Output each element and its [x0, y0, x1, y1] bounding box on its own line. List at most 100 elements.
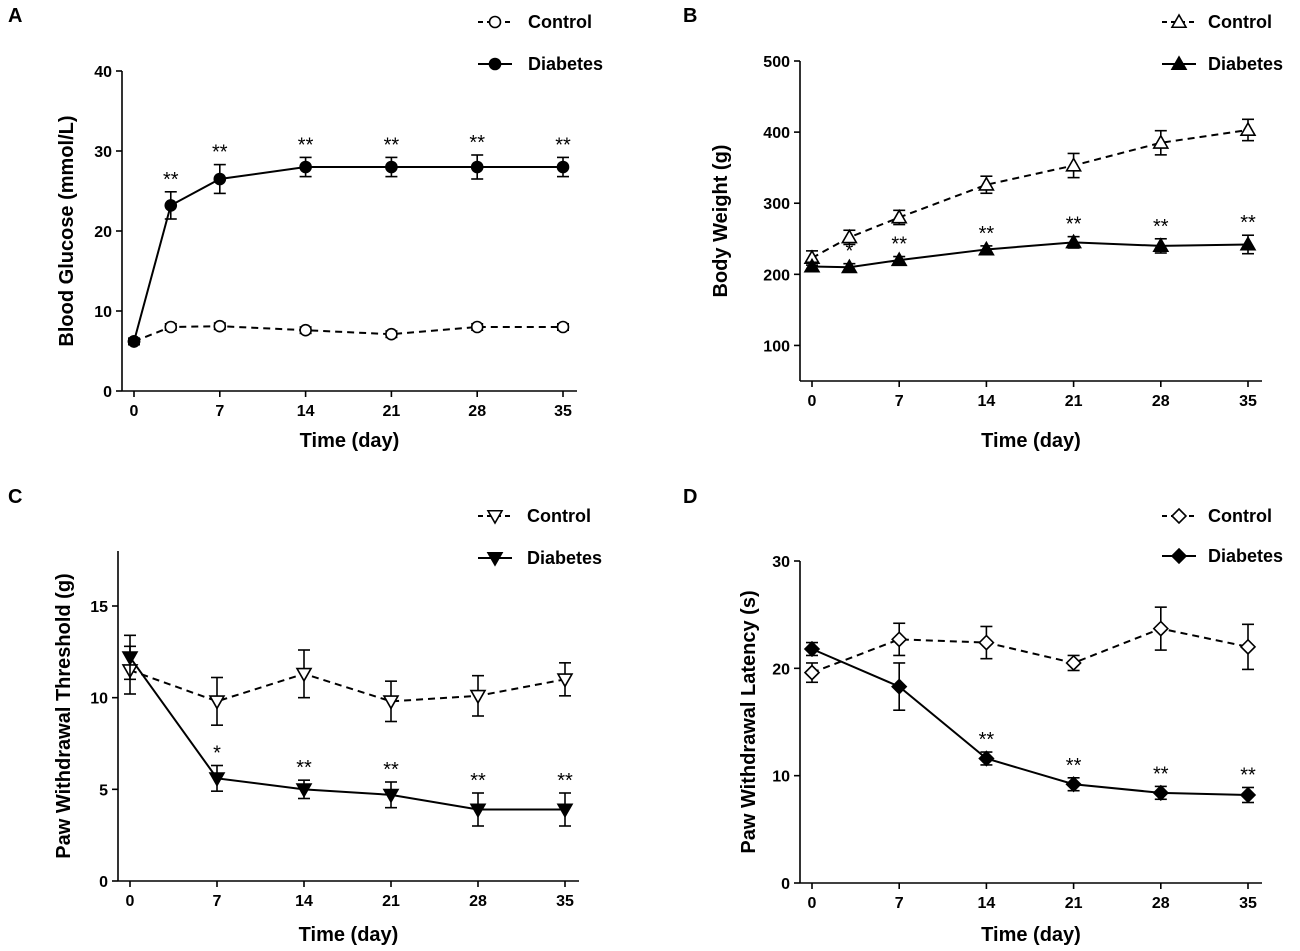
panel-a-significance-mark: ** — [212, 142, 228, 164]
panel-a-diabetes-line — [133, 166, 563, 342]
panel-b-diabetes-point — [978, 240, 995, 256]
panel-b-x-tick-label: 14 — [978, 393, 996, 410]
panel-b-significance-mark: ** — [1153, 216, 1169, 238]
panel-b-y-tick-label: 300 — [763, 196, 790, 213]
panel-d-x-axis-label: Time (day) — [981, 924, 1081, 946]
panel-a-significance-mark: ** — [469, 132, 485, 154]
panel-b-diabetes-point — [1065, 233, 1082, 249]
panel-b-control-point — [1152, 134, 1170, 149]
panel-c-significance-mark: ** — [470, 770, 486, 792]
panel-c-control-point — [295, 667, 313, 683]
panel-c-x-tick-label: 7 — [213, 893, 222, 910]
panel-b-diabetes-point — [840, 258, 858, 274]
panel-c-diabetes-point — [295, 783, 313, 798]
panel-d-x-tick-label: 0 — [808, 895, 817, 912]
panel-a-legend-control-label: Control — [528, 12, 592, 32]
panel-a-diabetes-point — [213, 172, 227, 186]
panel-d-x-tick-label: 28 — [1152, 895, 1170, 912]
panel-c-diabetes-point — [121, 651, 139, 666]
panel-b-diabetes-point — [890, 251, 908, 267]
panel-d-y-tick-label: 10 — [772, 769, 790, 786]
panel-d-y-axis-label: Paw Withdrawal Latency (s) — [738, 590, 760, 853]
panel-a-x-tick-label: 21 — [383, 403, 401, 420]
panel-c-control-point — [556, 673, 574, 688]
panel-d-x-tick-label: 7 — [895, 895, 904, 912]
panel-b-letter: B — [683, 5, 697, 27]
panel-c-significance-mark: ** — [383, 759, 399, 781]
panel-b-control-point — [840, 228, 858, 244]
panel-c-significance-mark: * — [213, 743, 221, 765]
panel-c-x-tick-label: 28 — [469, 893, 487, 910]
panel-d-control-point — [1065, 654, 1082, 672]
panel-c-letter: C — [8, 486, 22, 508]
panel-a-y-tick-label: 10 — [94, 304, 112, 321]
panel-a-control-point — [164, 320, 178, 334]
panel-b-diabetes-point — [803, 257, 821, 273]
panel-d-diabetes-line — [811, 648, 1249, 796]
panel-c-significance-mark: ** — [296, 757, 312, 779]
panel-b-control-point — [1065, 156, 1082, 172]
panel-d-control-point — [1239, 638, 1257, 655]
panel-a-x-tick-label: 28 — [468, 403, 486, 420]
panel-d-y-tick-label: 20 — [772, 661, 790, 678]
panel-d-diabetes-point — [1152, 784, 1169, 801]
panel-d-control-line — [811, 627, 1249, 674]
panel-d-significance-mark: ** — [1240, 764, 1256, 786]
panel-a-significance-mark: ** — [384, 134, 400, 156]
panel-b-y-tick-label: 400 — [763, 125, 790, 142]
panel-a-x-tick-label: 14 — [297, 403, 315, 420]
panel-b-x-axis-label: Time (day) — [981, 430, 1081, 452]
panel-b-x-tick-label: 21 — [1065, 393, 1083, 410]
panel-d-legend-diabetes-label: Diabetes — [1208, 546, 1283, 566]
panel-d-control-point — [1152, 620, 1169, 637]
panel-c-diabetes-point — [556, 803, 574, 819]
panel-d-x-tick-label: 14 — [978, 895, 996, 912]
panel-b-diabetes-point — [1239, 235, 1257, 251]
panel-d-significance-mark: ** — [1066, 755, 1082, 777]
panel-d-y-tick-label: 30 — [772, 554, 790, 571]
panel-c-control-point — [208, 695, 226, 710]
panel-c-x-tick-label: 14 — [295, 893, 313, 910]
panel-c-legend-diabetes-label: Diabetes — [527, 548, 602, 568]
panel-b-diabetes-point — [1152, 237, 1170, 252]
panel-a-y-tick-label: 20 — [94, 224, 112, 241]
panel-b-significance-mark: ** — [891, 234, 907, 256]
panel-b-y-tick-label: 100 — [763, 338, 790, 355]
panel-a-x-axis-label: Time (day) — [300, 430, 400, 452]
panel-a-y-tick-label: 40 — [94, 64, 112, 81]
panel-b-diabetes-line — [811, 241, 1249, 269]
panel-d-control-point — [978, 634, 995, 651]
panel-b-significance-mark: ** — [1240, 212, 1256, 234]
panel-c-y-tick-label: 5 — [99, 782, 108, 799]
panel-a-control-point — [470, 320, 484, 334]
panel-c-diabetes-line — [129, 656, 565, 811]
panel-a-control-point — [213, 319, 227, 333]
panel-a-diabetes-point — [556, 160, 570, 174]
panel-d-diabetes-point — [803, 640, 821, 658]
panel-c-legend-control-label: Control — [527, 506, 591, 526]
panel-c-diabetes-point — [469, 803, 487, 819]
panel-b-legend-diabetes-label: Diabetes — [1208, 54, 1283, 74]
panel-d-x-tick-label: 35 — [1239, 895, 1257, 912]
panel-a-letter: A — [8, 5, 22, 27]
panel-c-significance-mark: ** — [557, 770, 573, 792]
panel-b-control-line — [811, 128, 1249, 259]
panel-b-significance-mark: ** — [979, 223, 995, 245]
panel-a-significance-mark: ** — [163, 169, 179, 191]
panel-a-legend-diabetes-label: Diabetes — [528, 54, 603, 74]
panel-a-y-axis-label: Blood Glucose (mmol/L) — [56, 115, 78, 346]
panel-c-diabetes-point — [208, 772, 226, 787]
panel-c-x-tick-label: 35 — [556, 893, 574, 910]
panel-a-x-tick-label: 0 — [130, 403, 139, 420]
panel-c-y-tick-label: 10 — [90, 691, 108, 708]
panel-c-y-axis-label: Paw Withdrawal Threshold (g) — [53, 573, 75, 858]
panel-b-x-tick-label: 28 — [1152, 393, 1170, 410]
panel-a-control-line — [133, 325, 563, 343]
panel-b-y-tick-label: 500 — [763, 54, 790, 71]
panel-a-control-point — [556, 320, 570, 334]
panel-c-x-tick-label: 0 — [126, 893, 135, 910]
panel-b-legend-diabetes-marker — [1170, 55, 1188, 71]
panel-c-legend-diabetes-marker — [486, 551, 504, 567]
panel-d-x-tick-label: 21 — [1065, 895, 1083, 912]
panel-d-letter: D — [683, 486, 697, 508]
